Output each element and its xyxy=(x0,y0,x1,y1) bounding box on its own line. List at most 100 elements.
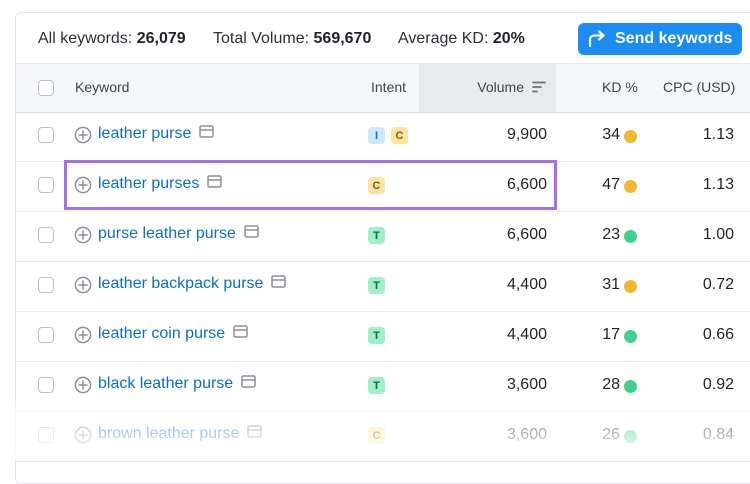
keyword-text: leather coin purse xyxy=(98,325,226,342)
kd-value: 26 xyxy=(602,426,620,443)
volume-value: 3,600 xyxy=(506,426,547,443)
table-row: leather purse I C 9,900 34 1.13 xyxy=(16,111,750,162)
keyword-text: purse leather purse xyxy=(98,225,236,242)
cpc-value: 1.13 xyxy=(702,126,734,143)
row-checkbox[interactable] xyxy=(38,377,54,393)
intent-badge[interactable]: T xyxy=(368,227,385,244)
sort-icon xyxy=(532,81,546,93)
intent-badge[interactable]: C xyxy=(368,177,385,194)
kd-difficulty-dot xyxy=(624,130,637,143)
plus-circle-icon[interactable] xyxy=(74,376,92,399)
all-keywords-value: 26,079 xyxy=(136,30,186,47)
average-kd-stat: Average KD: 20% xyxy=(398,30,525,48)
kd-value: 47 xyxy=(602,176,620,193)
average-kd-label: Average KD: xyxy=(398,30,489,47)
keyword-text: leather backpack purse xyxy=(98,275,264,292)
volume-value: 9,900 xyxy=(506,126,547,143)
kd-difficulty-dot xyxy=(624,180,637,193)
table-row: brown leather purse C 3,600 26 0.84 xyxy=(16,411,750,462)
keyword-link[interactable]: leather purse xyxy=(98,125,215,143)
keyword-table-card: All keywords: 26,079 Total Volume: 569,6… xyxy=(15,12,750,484)
cpc-value: 0.66 xyxy=(702,326,734,343)
keyword-link[interactable]: purse leather purse xyxy=(98,225,259,243)
plus-circle-icon[interactable] xyxy=(74,426,92,449)
table-row: leather backpack purse T 4,400 31 0.72 xyxy=(16,261,750,312)
serp-features-icon[interactable] xyxy=(233,325,248,343)
serp-features-icon[interactable] xyxy=(207,175,223,193)
intent-badges: T xyxy=(368,327,385,344)
volume-value: 4,400 xyxy=(506,326,547,343)
cpc-value: 1.13 xyxy=(702,176,734,193)
row-checkbox[interactable] xyxy=(38,127,54,143)
table-row: leather coin purse T 4,400 17 0.66 xyxy=(16,311,750,362)
keyword-text: brown leather purse xyxy=(98,425,240,442)
plus-circle-icon[interactable] xyxy=(74,126,92,149)
table-row: black leather purse T 3,600 28 0.92 xyxy=(16,361,750,412)
cpc-value: 1.00 xyxy=(702,226,734,243)
cpc-value: 0.84 xyxy=(702,426,734,443)
serp-features-icon[interactable] xyxy=(271,275,287,293)
intent-badges: C xyxy=(368,427,385,444)
row-checkbox[interactable] xyxy=(38,177,54,193)
kd-value: 34 xyxy=(602,126,620,143)
row-checkbox[interactable] xyxy=(38,327,54,343)
row-checkbox[interactable] xyxy=(38,427,54,443)
plus-circle-icon[interactable] xyxy=(74,276,92,299)
share-arrow-icon xyxy=(588,30,605,48)
serp-features-icon[interactable] xyxy=(199,125,215,143)
cpc-column-header[interactable]: CPC (USD) xyxy=(663,79,736,95)
intent-badge[interactable]: T xyxy=(368,327,385,344)
total-volume-label: Total Volume: xyxy=(213,30,310,47)
row-checkbox[interactable] xyxy=(38,227,54,243)
table-header: Keyword Intent Volume KD % CPC (USD) xyxy=(16,63,750,113)
volume-value: 4,400 xyxy=(506,276,547,293)
keyword-link[interactable]: leather coin purse xyxy=(98,325,248,343)
send-keywords-label: Send keywords xyxy=(615,30,733,47)
serp-features-icon[interactable] xyxy=(247,425,263,443)
plus-circle-icon[interactable] xyxy=(74,176,92,199)
volume-value: 3,600 xyxy=(506,376,547,393)
keyword-link[interactable]: leather purses xyxy=(98,175,223,193)
intent-badge[interactable]: T xyxy=(368,377,385,394)
volume-value: 6,600 xyxy=(506,176,547,193)
intent-badge[interactable]: C xyxy=(391,127,408,144)
kd-column-header[interactable]: KD % xyxy=(602,79,638,95)
serp-features-icon[interactable] xyxy=(244,225,259,243)
all-keywords-label: All keywords: xyxy=(38,30,133,47)
keyword-text: leather purses xyxy=(98,175,200,192)
intent-badges: T xyxy=(368,377,385,394)
intent-badge[interactable]: I xyxy=(368,127,385,144)
kd-difficulty-dot xyxy=(624,280,637,293)
intent-badge[interactable]: C xyxy=(368,427,385,444)
cpc-value: 0.92 xyxy=(702,376,734,393)
intent-badges: T xyxy=(368,227,385,244)
keyword-link[interactable]: black leather purse xyxy=(98,375,256,393)
kd-value: 17 xyxy=(602,326,620,343)
volume-value: 6,600 xyxy=(506,226,547,243)
total-volume-stat: Total Volume: 569,670 xyxy=(213,30,371,48)
keyword-text: leather purse xyxy=(98,125,192,142)
table-row: leather purses C 6,600 47 1.13 xyxy=(16,161,750,212)
send-keywords-button[interactable]: Send keywords xyxy=(578,23,742,55)
select-all-checkbox[interactable] xyxy=(38,80,54,96)
kd-difficulty-dot xyxy=(624,230,637,243)
intent-badge[interactable]: T xyxy=(368,277,385,294)
volume-column-header[interactable]: Volume xyxy=(419,64,556,112)
summary-bar: All keywords: 26,079 Total Volume: 569,6… xyxy=(16,13,750,63)
plus-circle-icon[interactable] xyxy=(74,226,92,249)
intent-badges: T xyxy=(368,277,385,294)
keyword-link[interactable]: brown leather purse xyxy=(98,425,263,443)
all-keywords-stat: All keywords: 26,079 xyxy=(38,30,186,48)
keyword-column-header[interactable]: Keyword xyxy=(75,79,130,95)
keyword-link[interactable]: leather backpack purse xyxy=(98,275,287,293)
row-checkbox[interactable] xyxy=(38,277,54,293)
kd-value: 31 xyxy=(602,276,620,293)
kd-difficulty-dot xyxy=(624,430,637,443)
serp-features-icon[interactable] xyxy=(241,375,256,393)
kd-value: 23 xyxy=(602,226,620,243)
plus-circle-icon[interactable] xyxy=(74,326,92,349)
table-row: purse leather purse T 6,600 23 1.00 xyxy=(16,211,750,262)
volume-header-label: Volume xyxy=(477,79,524,95)
intent-column-header[interactable]: Intent xyxy=(371,79,407,95)
